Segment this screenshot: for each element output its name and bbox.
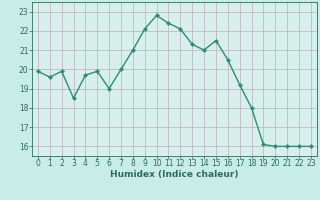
X-axis label: Humidex (Indice chaleur): Humidex (Indice chaleur)	[110, 170, 239, 179]
